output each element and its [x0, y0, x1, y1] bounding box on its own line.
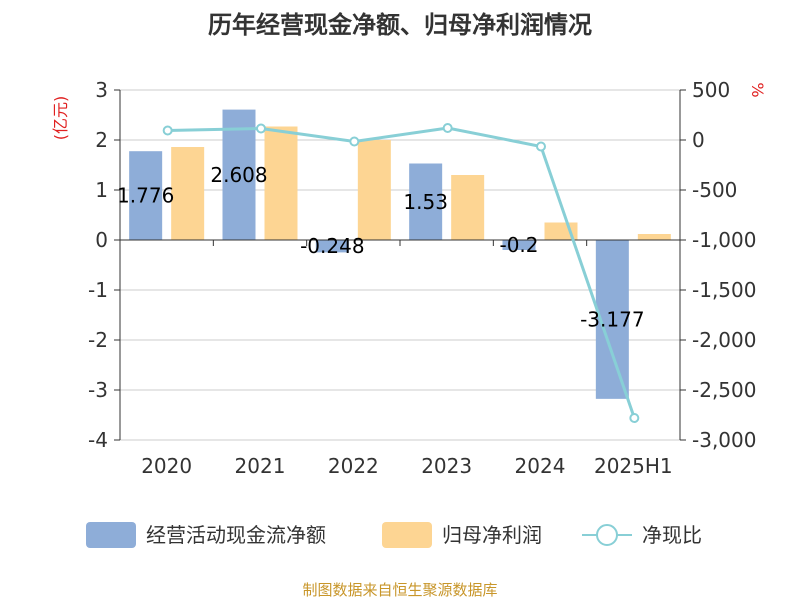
x-tick-label: 2021: [235, 454, 286, 478]
data-labels: 1.776 2.608 -0.248 1.53 -0.2 -3.177: [117, 163, 645, 332]
ratio-polyline: [167, 126, 636, 419]
left-tick-label: 0: [95, 228, 108, 252]
legend-label-ratio: 净现比: [642, 523, 702, 547]
cash-flow-bar: [129, 151, 163, 240]
legend-label-net-profit: 归母净利润: [442, 523, 542, 547]
ratio-point: [162, 125, 173, 136]
right-tick-label: 500: [692, 78, 730, 102]
source-note: 制图数据来自恒生聚源数据库: [302, 581, 497, 599]
x-tick-label: 2024: [515, 454, 566, 478]
right-tick-label: -1,000: [692, 228, 756, 252]
left-axis-unit: (亿元): [51, 96, 70, 141]
right-tick-label: 0: [692, 128, 705, 152]
right-axis-unit: %: [748, 82, 767, 97]
net-profit-bar: [451, 175, 485, 240]
x-tick-label: 2020: [141, 454, 192, 478]
x-tick-label: 2022: [328, 454, 379, 478]
cash-flow-data-label: 1.53: [403, 190, 448, 214]
x-tick-label: 2025H1: [594, 454, 673, 478]
left-tick-label: 2: [95, 128, 108, 152]
ratio-point: [256, 123, 266, 134]
net-profit-bar: [264, 126, 298, 240]
legend: 经营活动现金流净额 归母净利润 净现比: [86, 522, 702, 548]
left-tick-label: -1: [88, 278, 108, 302]
ratio-point: [442, 123, 453, 133]
ratio-point: [536, 141, 546, 152]
net-profit-bar: [357, 140, 391, 240]
ratio-point: [629, 413, 640, 423]
right-tick-label: -2,500: [692, 378, 756, 402]
left-tick-label: -2: [88, 328, 108, 352]
legend-label-cash-flow: 经营活动现金流净额: [146, 523, 326, 547]
right-tick-label: -500: [692, 178, 737, 202]
chart-title: 历年经营现金净额、归母净利润情况: [208, 11, 592, 39]
bars: [129, 109, 671, 399]
cash-flow-data-label: 1.776: [117, 184, 174, 208]
cash-flow-data-label: -0.248: [300, 234, 364, 258]
axes: 3 2 1 0 -1 -2 -3 -4 500 0 -500 -1,000 -1,500 -2,000 -2…: [88, 78, 756, 478]
right-tick-label: -1,500: [692, 278, 756, 302]
cash-flow-data-label: -3.177: [580, 307, 644, 331]
right-tick-label: -2,000: [692, 328, 756, 352]
cash-flow-bar: [222, 109, 256, 240]
net-profit-bar: [637, 234, 671, 240]
legend-swatch-ratio-marker: [596, 524, 618, 546]
left-tick-label: 1: [95, 178, 108, 202]
left-tick-label: -3: [88, 378, 108, 402]
cash-flow-data-label: -0.2: [499, 233, 538, 257]
left-tick-label: 3: [95, 78, 108, 102]
cash-flow-data-label: 2.608: [210, 163, 267, 187]
cash-flow-bar: [502, 240, 536, 250]
ratio-point: [349, 136, 360, 147]
legend-swatch-cash-flow: [86, 522, 136, 548]
cash-flow-bar: [315, 240, 349, 253]
right-tick-label: -3,000: [692, 428, 756, 452]
ratio-line: [162, 123, 640, 423]
net-profit-bar: [171, 147, 205, 240]
cash-flow-bar: [409, 163, 443, 240]
x-tick-label: 2023: [421, 454, 472, 478]
legend-swatch-net-profit: [382, 522, 432, 548]
left-tick-label: -4: [88, 428, 108, 452]
